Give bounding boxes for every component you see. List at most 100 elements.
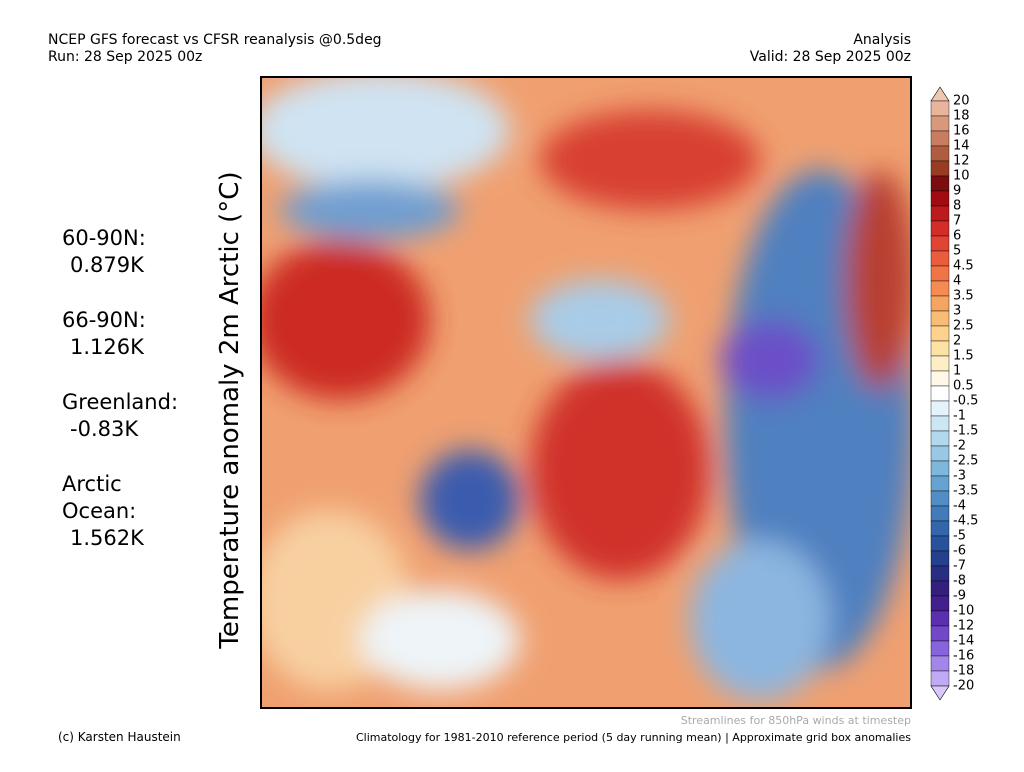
colorbar-segment (930, 610, 950, 627)
colorbar-segment (930, 445, 950, 462)
colorbar-label: -12 (953, 619, 974, 634)
footer-note: Streamlines for 850hPa winds at timestep (681, 714, 911, 727)
colorbar-label: -4 (953, 499, 966, 514)
colorbar-label: -8 (953, 574, 966, 589)
colorbar-segment (930, 250, 950, 267)
colorbar-segment (930, 100, 950, 117)
colorbar-label: 4 (953, 274, 961, 289)
colorbar-label: -9 (953, 589, 966, 604)
colorbar-segment (930, 370, 950, 387)
colorbar-segment (930, 400, 950, 417)
colorbar-label: -2 (953, 439, 966, 454)
colorbar-segment (930, 550, 950, 567)
colorbar-segment (930, 535, 950, 552)
colorbar-label: -0.5 (953, 394, 978, 409)
colorbar-label: 16 (953, 124, 970, 139)
title-line: Analysis (853, 32, 911, 48)
colorbar-segment (930, 580, 950, 597)
stat-value: -0.83K (70, 417, 139, 441)
colorbar-segment (930, 640, 950, 657)
footer-note: Climatology for 1981-2010 reference peri… (356, 731, 911, 744)
colorbar-segment (930, 115, 950, 132)
colorbar-label: -3 (953, 469, 966, 484)
colorbar-label: -14 (953, 634, 974, 649)
colorbar-label: -1 (953, 409, 966, 424)
colorbar-label: -18 (953, 664, 974, 679)
colorbar-label: -20 (953, 679, 974, 694)
colorbar-segment (930, 505, 950, 522)
colorbar: 201816141210987654.543.532.521.510.5-0.5… (930, 86, 978, 701)
colorbar-label: 6 (953, 229, 961, 244)
stat-label: Greenland: (62, 390, 178, 414)
colorbar-segment (930, 265, 950, 282)
colorbar-segment (930, 310, 950, 327)
colorbar-segment (930, 220, 950, 237)
title-line: Valid: 28 Sep 2025 00z (750, 49, 911, 65)
map (261, 77, 911, 708)
stat-label: Arctic (62, 472, 122, 496)
stats: 60-90N: 0.879K 66-90N: 1.126K Greenland: -0.8… (62, 226, 178, 550)
colorbar-arrow (930, 685, 950, 701)
colorbar-label: 1.5 (953, 349, 974, 364)
colorbar-segment (930, 490, 950, 507)
colorbar-label: 20 (953, 94, 970, 109)
colorbar-segment (930, 625, 950, 642)
colorbar-label: 14 (953, 139, 970, 154)
colorbar-label: 2.5 (953, 319, 974, 334)
colorbar-label: 9 (953, 184, 961, 199)
colorbar-segment (930, 190, 950, 207)
colorbar-segment (930, 415, 950, 432)
map-frame (260, 76, 912, 709)
colorbar-label: 18 (953, 109, 970, 124)
stat-value: 1.562K (70, 526, 145, 550)
colorbar-segment (930, 130, 950, 147)
colorbar-label: 7 (953, 214, 961, 229)
colorbar-label: -1.5 (953, 424, 978, 439)
colorbar-label: -5 (953, 529, 966, 544)
stat-value: 1.126K (70, 335, 145, 359)
colorbar-label: -4.5 (953, 514, 978, 529)
stat-label: 60-90N: (62, 226, 146, 250)
colorbar-arrow (930, 86, 950, 102)
colorbar-segment (930, 145, 950, 162)
colorbar-segment (930, 460, 950, 477)
title-line: Run: 28 Sep 2025 00z (48, 49, 202, 65)
colorbar-segment (930, 340, 950, 357)
colorbar-segment (930, 655, 950, 672)
colorbar-segment (930, 430, 950, 447)
stat-label: Ocean: (62, 499, 136, 523)
colorbar-segment (930, 160, 950, 177)
title-line: NCEP GFS forecast vs CFSR reanalysis @0.… (48, 32, 382, 48)
colorbar-label: 10 (953, 169, 970, 184)
footer-copyright: (c) Karsten Haustein (58, 730, 181, 744)
stat-label: 66-90N: (62, 308, 146, 332)
colorbar-segment (930, 385, 950, 402)
colorbar-label: -7 (953, 559, 966, 574)
colorbar-label: 12 (953, 154, 970, 169)
colorbar-segment (930, 355, 950, 372)
colorbar-label: -10 (953, 604, 974, 619)
colorbar-label: 4.5 (953, 259, 974, 274)
colorbar-label: -6 (953, 544, 966, 559)
colorbar-segment (930, 175, 950, 192)
colorbar-label: 0.5 (953, 379, 974, 394)
colorbar-segment (930, 295, 950, 312)
y-axis-label: Temperature anomaly 2m Arctic (°C) (215, 171, 245, 649)
colorbar-label: -16 (953, 649, 974, 664)
colorbar-label: 3.5 (953, 289, 974, 304)
colorbar-segment (930, 475, 950, 492)
colorbar-label: -2.5 (953, 454, 978, 469)
colorbar-segment (930, 280, 950, 297)
colorbar-segment (930, 670, 950, 687)
stat-value: 0.879K (70, 253, 145, 277)
colorbar-segment (930, 205, 950, 222)
colorbar-segment (930, 595, 950, 612)
colorbar-segment (930, 235, 950, 252)
colorbar-label: 2 (953, 334, 961, 349)
colorbar-segment (930, 565, 950, 582)
colorbar-label: 8 (953, 199, 961, 214)
colorbar-segment (930, 520, 950, 537)
colorbar-label: 3 (953, 304, 961, 319)
colorbar-label: 1 (953, 364, 961, 379)
